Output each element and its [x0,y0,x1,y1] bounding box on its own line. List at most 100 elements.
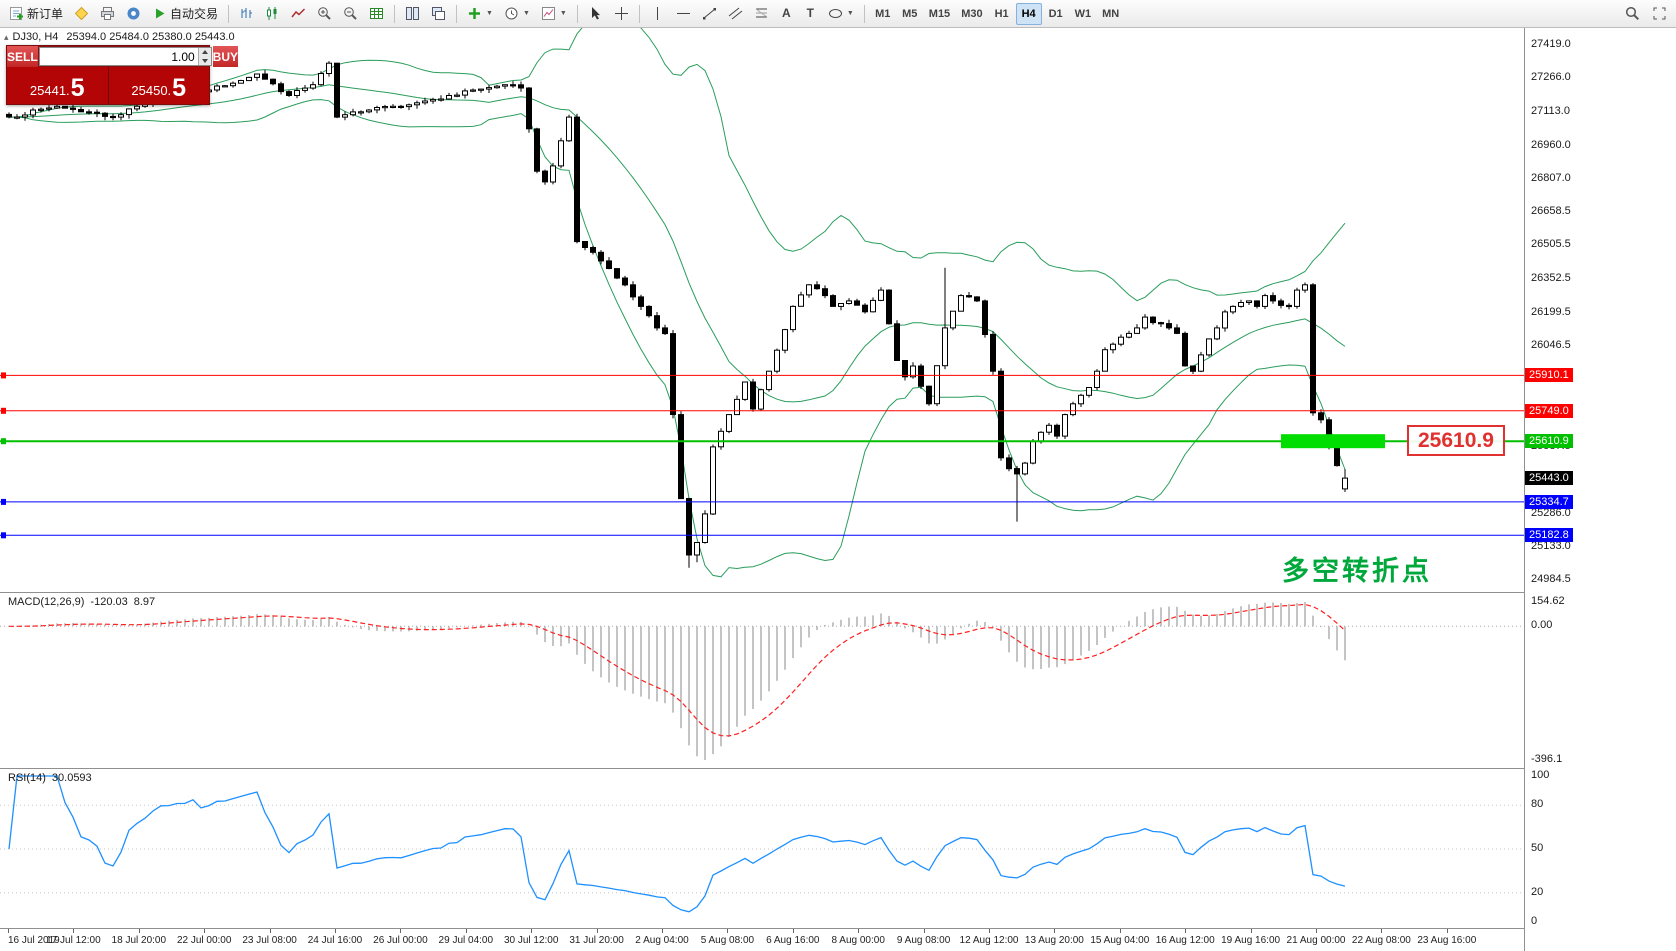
text-tool-button[interactable]: A [775,3,798,25]
time-label: 6 Aug 16:00 [766,935,820,946]
zoom-in-icon [317,6,332,21]
volume-down-button[interactable] [198,56,211,65]
tile-windows-button[interactable] [400,3,425,25]
bar-chart-icon [239,6,254,21]
fibonacci-tool-button[interactable] [749,3,774,25]
text-label-tool-button[interactable]: T [799,3,822,25]
channel-tool-button[interactable] [723,3,748,25]
timeframe-d1-button[interactable]: D1 [1048,7,1063,20]
macd-panel: MACD(12,26,9) -120.03 8.97 [0,592,1524,768]
timeframe-h4-button[interactable]: H4 [1015,2,1042,25]
macd-tick: -396.1 [1531,753,1563,765]
metaeditor-button[interactable] [69,3,94,25]
timeframe-mn-button[interactable]: MN [1102,7,1120,20]
time-label: 13 Aug 20:00 [1024,935,1084,946]
text-label-icon: T [806,6,815,20]
price-tick: 25133.0 [1531,540,1571,552]
chart-text-annotation[interactable]: 多空转折点 [1282,556,1432,586]
print-button[interactable] [95,3,120,25]
sell-price-big-digit: 5 [70,74,85,102]
macd-canvas[interactable] [0,593,1524,768]
community-button[interactable] [121,3,146,25]
chart-canvas[interactable] [0,28,1524,592]
shapes-caret-icon: ▼ [846,10,854,17]
zoom-in-button[interactable] [312,3,337,25]
time-axis-divider[interactable] [0,926,1676,930]
buy-button[interactable]: BUY [212,46,239,67]
indicators-caret-icon: ▼ [486,10,493,17]
line-chart-icon [291,6,306,21]
line-chart-button[interactable] [286,3,311,25]
candlestick-chart-button[interactable] [260,3,285,25]
time-tick [73,929,75,933]
sell-price[interactable]: 25441. 5 [7,67,108,104]
line-anchor-marker[interactable] [1,407,6,414]
volume-input[interactable] [39,48,198,65]
buy-price[interactable]: 25450. 5 [108,67,209,104]
rsi-panel-divider[interactable] [0,766,1676,770]
highlight-zone[interactable] [1281,434,1385,449]
vertical-line-tool-button[interactable] [645,3,670,25]
time-tick [531,929,533,933]
autotrade-button[interactable]: 自动交易 [147,3,223,25]
bar-chart-button[interactable] [234,3,259,25]
line-price-flag: 25610.9 [1525,434,1573,448]
ohlc-values: 25394.0 25484.0 25380.0 25443.0 [66,31,235,43]
macd-panel-divider[interactable] [0,590,1676,594]
line-anchor-marker[interactable] [1,498,6,505]
zoom-out-button[interactable] [338,3,363,25]
channel-icon [728,6,743,21]
time-label: 2 Aug 04:00 [635,935,689,946]
horizontal-line-icon [676,6,691,21]
one-click-panel-toggle-icon[interactable]: ▴ [4,32,9,42]
time-label: 26 Jul 00:00 [373,935,428,946]
time-tick [335,929,336,933]
search-button[interactable] [1620,3,1645,25]
price-axis[interactable]: 27419.0 27266.0 27113.0 26960.0 26807.0 26658… [1524,28,1676,951]
time-label: 5 Aug 08:00 [700,935,755,946]
time-axis[interactable]: 16 Jul 2019 17 Jul 12:00 18 Jul 20:00 22 Ju… [0,928,1524,951]
time-label: 22 Aug 08:00 [1351,935,1411,946]
new-order-button[interactable]: 新订单 [4,3,68,25]
price-tick: 27113.0 [1531,105,1570,117]
timeframe-m30-button[interactable]: M30 [961,7,983,20]
cascade-windows-button[interactable] [426,3,451,25]
line-price-flag: 25334.7 [1525,495,1573,509]
volume-up-button[interactable] [198,48,211,57]
rsi-tick: 100 [1531,769,1550,781]
volume-spinner [197,48,211,65]
crosshair-button[interactable] [609,3,634,25]
grid-button[interactable] [364,3,389,25]
line-anchor-marker[interactable] [1,372,6,379]
fullscreen-button[interactable] [1647,3,1672,25]
one-click-trading-panel: SELL BUY 25441.5 25450.5 [6,45,239,105]
price-level-tag[interactable]: 25610.9 [1407,425,1505,456]
trendline-tool-button[interactable] [697,3,722,25]
timeframe-m1-button[interactable]: M1 [875,7,891,20]
shapes-tool-button[interactable]: ▼ [823,3,859,25]
spinner-up-icon [201,50,208,55]
line-price-flag: 25910.1 [1525,368,1573,382]
timeframe-m15-button[interactable]: M15 [928,7,951,20]
rsi-tick: 0 [1531,915,1538,927]
templates-icon [541,6,556,21]
rsi-tick: 50 [1531,842,1544,854]
templates-button[interactable]: ▼ [536,3,572,25]
timeframe-m5-button[interactable]: M5 [902,7,918,20]
tile-windows-icon [405,6,420,21]
timeframe-h1-button[interactable]: H1 [994,7,1009,20]
time-label: 12 Aug 12:00 [959,935,1019,946]
sell-button[interactable]: SELL [7,46,38,67]
horizontal-line-tool-button[interactable] [671,3,696,25]
indicators-button[interactable]: ▼ [462,3,498,25]
timeframe-w1-button[interactable]: W1 [1074,7,1092,20]
time-label: 23 Jul 08:00 [242,935,297,946]
periods-button[interactable]: ▼ [499,3,535,25]
templates-caret-icon: ▼ [559,10,567,17]
line-anchor-marker[interactable] [1,438,6,445]
rsi-tick: 20 [1531,886,1544,898]
candles-layer [6,61,1348,568]
rsi-canvas[interactable] [0,769,1524,928]
cursor-button[interactable] [583,3,608,25]
line-anchor-marker[interactable] [1,532,6,539]
